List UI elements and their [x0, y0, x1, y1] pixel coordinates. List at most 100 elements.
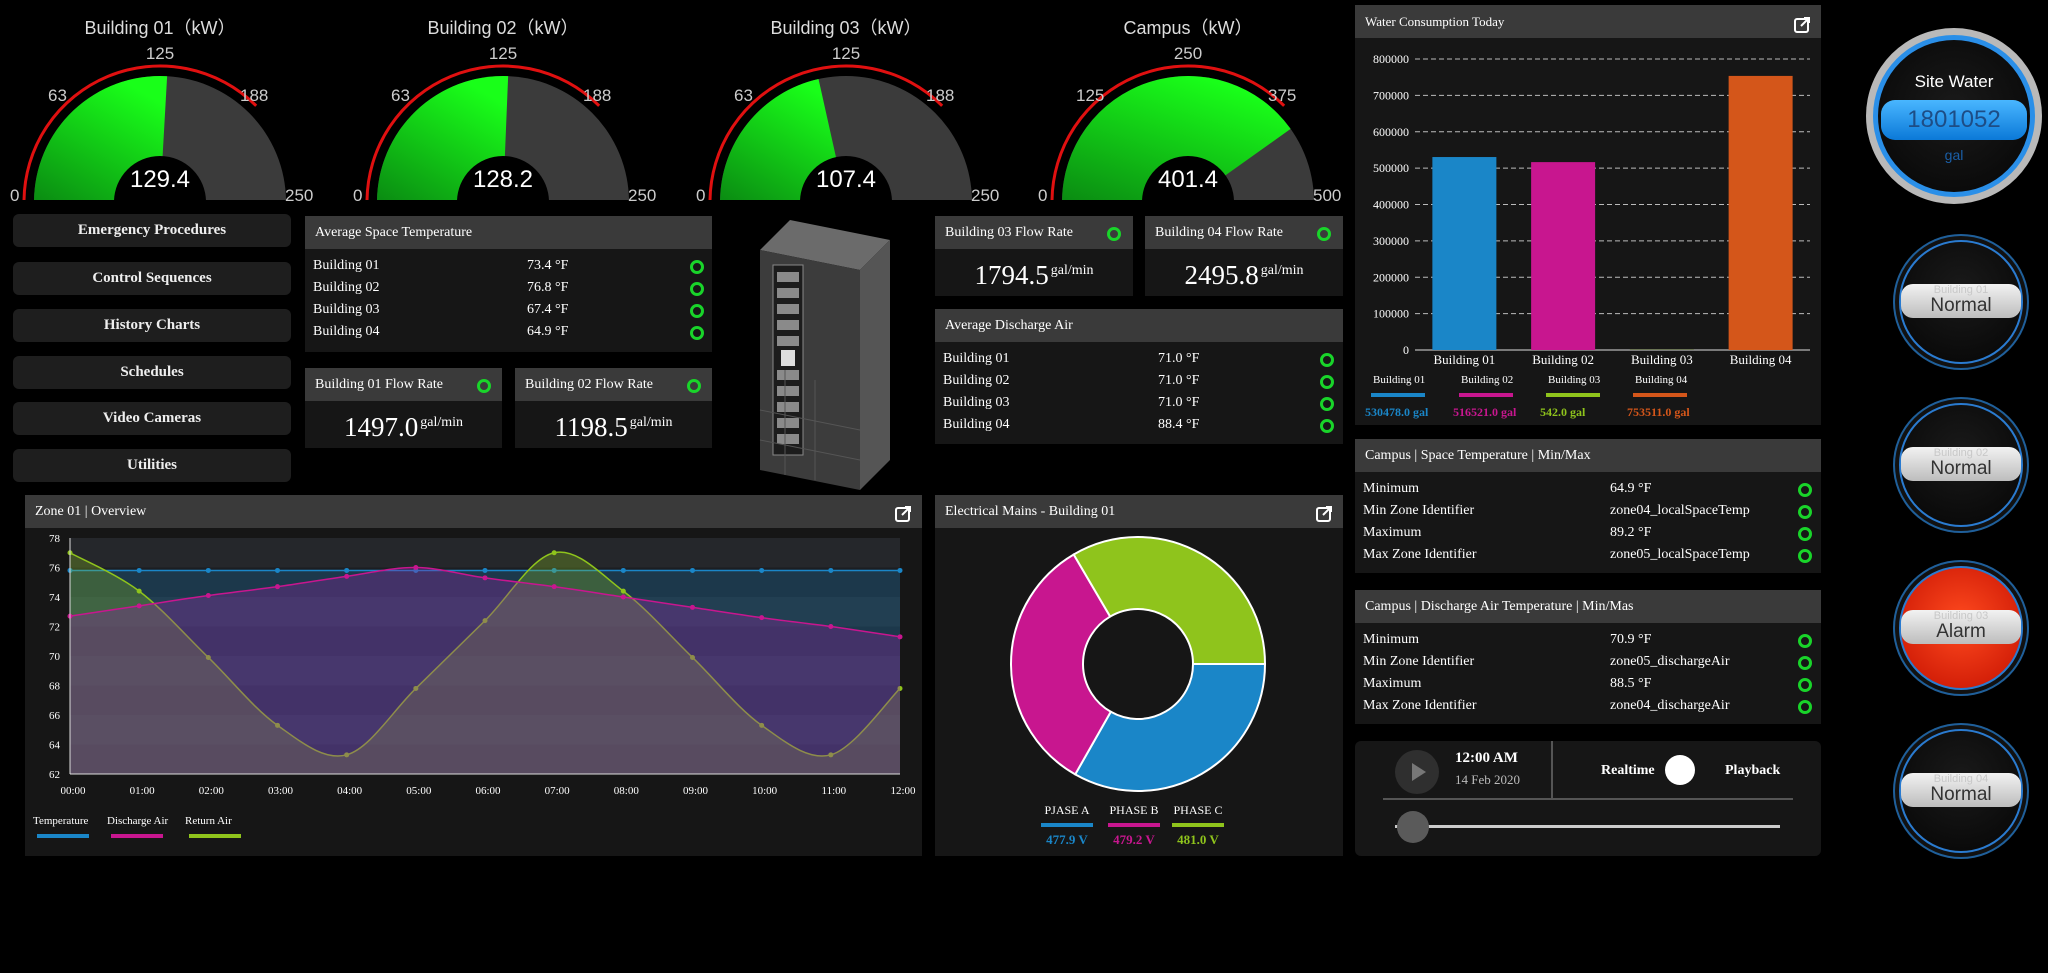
row-label: Building 03: [313, 302, 380, 317]
legend-label: Building 01: [1373, 374, 1425, 386]
gauge-center: [800, 156, 892, 200]
panel-header: Campus | Space Temperature | Min/Max: [1355, 439, 1821, 472]
row-value: 71.0 °F: [1158, 373, 1200, 388]
gauge-warning-arc: [708, 64, 944, 200]
y-tick-label: 76: [49, 563, 61, 575]
status-ok-icon: [1320, 397, 1334, 411]
panel-header: Campus | Discharge Air Temperature | Min…: [1355, 590, 1821, 623]
y-tick-label: 66: [49, 710, 61, 722]
status-ok-icon: [1107, 227, 1121, 241]
panel-header: Building 03 Flow Rate: [935, 216, 1133, 249]
server-rack-illustration: [759, 220, 890, 490]
row-value: zone05_localSpaceTemp: [1610, 547, 1750, 562]
nav-schedules-button[interactable]: Schedules: [13, 356, 291, 389]
legend-swatch: [1108, 823, 1160, 827]
series-area: [70, 552, 900, 774]
data-point: [690, 567, 695, 573]
data-point: [136, 588, 142, 594]
play-icon: [1412, 763, 1426, 781]
data-point: [205, 567, 211, 573]
nav-utilities-button[interactable]: Utilities: [13, 449, 291, 482]
row-label: Maximum: [1363, 676, 1422, 691]
data-point: [897, 634, 903, 640]
status-ok-icon: [477, 379, 491, 393]
nav-history-charts-button[interactable]: History Charts: [13, 309, 291, 342]
y-tick-label: 200000: [1373, 270, 1409, 284]
row-label: Building 01: [313, 258, 380, 273]
x-tick-label: 09:00: [683, 785, 709, 797]
external-link-icon[interactable]: [1793, 13, 1811, 46]
flow-value: 1794.5 gal/min: [974, 260, 1094, 290]
status-ok-icon: [1798, 656, 1812, 670]
panel-header: Water Consumption Today: [1355, 5, 1821, 38]
playback-slider-track[interactable]: [1395, 825, 1780, 828]
water-bar-chart: 0 100000 200000 300000 400000 500000 600000 700…: [1365, 52, 1810, 419]
row-value: 88.4 °F: [1158, 417, 1200, 432]
data-point: [482, 567, 488, 573]
gauge-tick: 0: [696, 186, 706, 205]
plot-band: [70, 626, 900, 656]
gauge-3: Building 03（kW） 0 63 125 188 250 107.4: [696, 0, 999, 205]
playback-slider-thumb[interactable]: [1397, 811, 1429, 843]
mode-toggle[interactable]: [1665, 755, 1695, 785]
zone-area-chart: 62 64 66 68 70 72 74 76 78 00:00 01:00 02:00 03:00 04…: [33, 533, 916, 838]
row-label: Building 02: [943, 373, 1010, 388]
y-tick-label: 800000: [1373, 52, 1409, 66]
row-label: Min Zone Identifier: [1363, 654, 1475, 669]
status-pill: Building 04 Normal: [1901, 773, 2021, 807]
legend-swatch: [37, 834, 89, 838]
plot-band: [70, 744, 900, 774]
data-point: [897, 567, 903, 573]
x-tick-label: 05:00: [406, 785, 432, 797]
gauge-title: Building 01（kW）: [84, 18, 236, 38]
bar: [1728, 75, 1793, 350]
legend-swatch: [1371, 393, 1425, 397]
plot-band: [70, 715, 900, 745]
status-ok-icon: [1798, 505, 1812, 519]
legend-label: Building 02: [1461, 374, 1513, 386]
x-tick-label: 04:00: [337, 785, 363, 797]
data-point: [897, 685, 903, 691]
nav-control-sequences-button[interactable]: Control Sequences: [13, 262, 291, 295]
campus-space-temp-panel: Campus | Space Temperature | Min/Max Min…: [1355, 439, 1821, 573]
status-ok-icon: [1798, 634, 1812, 648]
building04-flow-card: Building 04 Flow Rate 2495.8 gal/min: [1145, 216, 1343, 296]
row-value: 76.8 °F: [527, 280, 569, 295]
building02-flow-card: Building 02 Flow Rate 1198.5 gal/min: [515, 368, 712, 448]
x-tick-label: Building 04: [1730, 352, 1792, 367]
legend-value: 477.9 V: [1046, 832, 1088, 847]
gauge-arc: [365, 64, 629, 200]
gauge-tick: 0: [10, 186, 20, 205]
data-point: [828, 624, 834, 629]
legend-value: 481.0 V: [1177, 832, 1219, 847]
electrical-mains-panel: Electrical Mains - Building 01 PJASE A 47…: [935, 495, 1343, 856]
gauge-tick: 125: [488, 44, 518, 63]
gauge-warning-arc: [365, 64, 601, 200]
row-value: 70.9 °F: [1610, 632, 1652, 647]
legend-total: 753511.0 gal: [1627, 405, 1690, 419]
nav-video-cameras-button[interactable]: Video Cameras: [13, 402, 291, 435]
data-point: [205, 654, 211, 660]
data-point: [482, 618, 488, 624]
campus-discharge-panel: Campus | Discharge Air Temperature | Min…: [1355, 590, 1821, 724]
data-point: [620, 567, 626, 573]
panel-header: Building 02 Flow Rate: [515, 368, 712, 401]
nav-emergency-procedures-button[interactable]: Emergency Procedures: [13, 214, 291, 247]
playback-time: 12:00 AM: [1455, 750, 1518, 766]
status-pill: Building 02 Normal: [1901, 447, 2021, 481]
divider: [1383, 798, 1793, 800]
building01-status-indicator: Building 01 Normal: [1893, 234, 2029, 370]
x-tick-label: 10:00: [752, 785, 778, 797]
plot-band: [70, 685, 900, 715]
play-button[interactable]: [1395, 750, 1439, 794]
row-value: 64.9 °F: [1610, 481, 1652, 496]
x-tick-label: 11:00: [822, 785, 847, 797]
y-tick-label: 62: [49, 769, 60, 781]
gauge-center: [1142, 156, 1234, 200]
external-link-icon[interactable]: [1315, 503, 1333, 536]
gauge-tick: 250: [628, 186, 657, 205]
gauge-tick: 188: [926, 86, 955, 105]
external-link-icon[interactable]: [894, 503, 912, 536]
plot-band: [70, 656, 900, 686]
legend-swatch: [1172, 823, 1224, 827]
